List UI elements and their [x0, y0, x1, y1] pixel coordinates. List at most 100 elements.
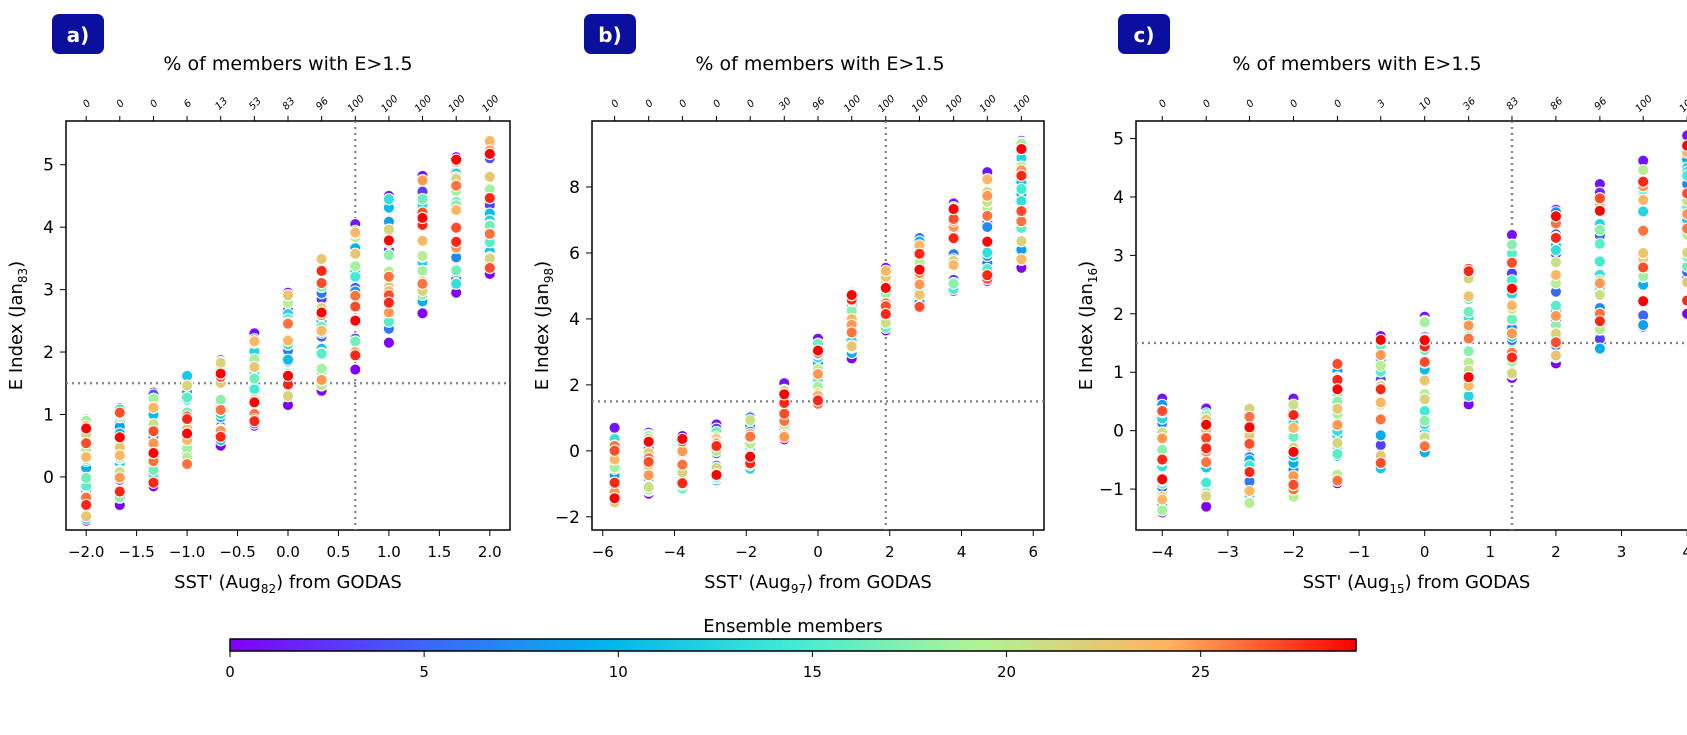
data-point	[382, 223, 396, 236]
top-tick-label: 0	[115, 98, 127, 110]
data-point	[1287, 408, 1300, 422]
data-point	[744, 450, 757, 463]
x-tick-label: 2	[885, 543, 895, 561]
data-point	[450, 277, 463, 290]
data-point	[1015, 142, 1028, 156]
data-point	[1331, 436, 1344, 450]
y-tick-label: 8	[569, 178, 580, 198]
y-tick-label: 3	[43, 281, 54, 301]
data-point	[382, 234, 396, 247]
data-point	[811, 344, 825, 357]
data-point	[382, 336, 396, 349]
data-point	[113, 449, 126, 462]
data-point	[214, 403, 227, 417]
top-tick-label: 100	[910, 93, 931, 114]
data-point	[281, 369, 295, 382]
data-point	[1681, 222, 1687, 235]
data-point	[1374, 333, 1387, 347]
data-point	[382, 193, 396, 206]
data-point	[214, 356, 227, 369]
data-point	[180, 412, 194, 426]
x-axis-label-subscript: 82	[261, 582, 276, 596]
data-point	[947, 232, 960, 245]
data-point	[1637, 205, 1650, 218]
data-point	[1637, 163, 1650, 177]
data-point	[1243, 465, 1256, 479]
data-point	[913, 288, 926, 301]
data-point	[981, 246, 994, 259]
data-point	[1637, 224, 1650, 237]
top-tick-label: 30	[777, 96, 794, 113]
x-tick-label: 0	[813, 543, 823, 561]
data-point	[845, 340, 858, 353]
data-point	[248, 414, 261, 428]
data-point	[913, 300, 926, 313]
colorbar: Ensemble members 0 5 10 15 20 25	[225, 616, 1357, 681]
data-point	[483, 147, 496, 161]
data-point	[315, 306, 328, 319]
data-point	[1593, 342, 1607, 355]
top-tick-label: 0	[148, 98, 160, 110]
x-tick-label: −1.5	[118, 543, 154, 561]
data-point	[315, 324, 328, 338]
data-point	[416, 277, 429, 290]
x-axis-label-main: SST' (Aug	[1303, 572, 1390, 593]
data-point	[1200, 442, 1213, 455]
data-point	[281, 353, 295, 366]
data-point	[778, 388, 791, 401]
y-tick-label: 6	[569, 244, 580, 264]
top-tick-label: 10	[1417, 96, 1434, 113]
data-point	[1331, 357, 1344, 371]
x-tick-label: −2.0	[68, 543, 104, 561]
data-point	[349, 335, 362, 348]
data-point	[1418, 333, 1431, 347]
data-point	[1418, 374, 1431, 387]
top-tick-label: 6	[182, 98, 194, 110]
data-point	[1418, 316, 1431, 329]
top-tick-label: 0	[1288, 98, 1300, 110]
top-tick-label: 100	[413, 93, 434, 114]
y-tick-label: 1	[43, 405, 54, 425]
data-point	[248, 360, 261, 374]
x-tick-label: 0.5	[327, 543, 351, 561]
data-point	[1200, 476, 1213, 489]
data-point	[1015, 215, 1028, 228]
data-point	[1418, 355, 1431, 369]
data-point	[315, 264, 328, 278]
data-point	[80, 498, 93, 512]
panel-label: c)	[1134, 23, 1155, 47]
chart-panel-3: c)% of members with E>1.50 0 0 0 0 3 10 36 83 86 9…	[1076, 14, 1687, 596]
data-point	[147, 476, 160, 489]
panel-label-badge: c)	[1118, 14, 1170, 54]
top-tick-label: 100	[346, 93, 367, 114]
data-point	[1374, 359, 1387, 372]
x-tick-label: −1.0	[169, 543, 205, 561]
data-point	[879, 264, 892, 278]
data-point	[450, 153, 463, 166]
x-axis-label-subscript: 97	[791, 582, 806, 596]
data-point	[608, 492, 621, 505]
data-point	[80, 437, 93, 450]
data-point	[744, 414, 757, 427]
data-point	[113, 471, 126, 484]
data-point	[1462, 305, 1475, 319]
data-point	[1462, 332, 1475, 345]
data-point	[1593, 237, 1607, 251]
data-point	[778, 407, 791, 420]
y-tick-label: −1	[1099, 480, 1124, 500]
data-point	[1374, 348, 1387, 362]
data-point	[281, 334, 295, 347]
data-point	[1331, 418, 1344, 432]
data-point	[1593, 315, 1607, 328]
chart-panel-1: a)% of members with E>1.50 0 0 6 13 53 83 96 100…	[6, 14, 511, 596]
data-point	[450, 264, 463, 277]
top-tick-label: 83	[1505, 96, 1522, 113]
data-point	[676, 458, 689, 471]
y-tick-label: 5	[1113, 130, 1124, 150]
data-point	[1637, 246, 1650, 260]
data-point	[981, 173, 994, 186]
data-point	[1156, 453, 1169, 466]
data-point	[1681, 129, 1687, 142]
panel-label-badge: b)	[584, 14, 636, 54]
